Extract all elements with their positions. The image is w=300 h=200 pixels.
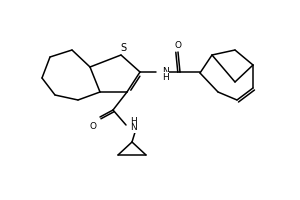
Text: O: O [90,122,97,131]
Text: S: S [120,43,126,53]
Text: H: H [130,117,137,127]
Text: N: N [162,66,169,75]
Text: O: O [175,40,182,49]
Text: N: N [130,123,137,132]
Text: H: H [162,72,169,82]
